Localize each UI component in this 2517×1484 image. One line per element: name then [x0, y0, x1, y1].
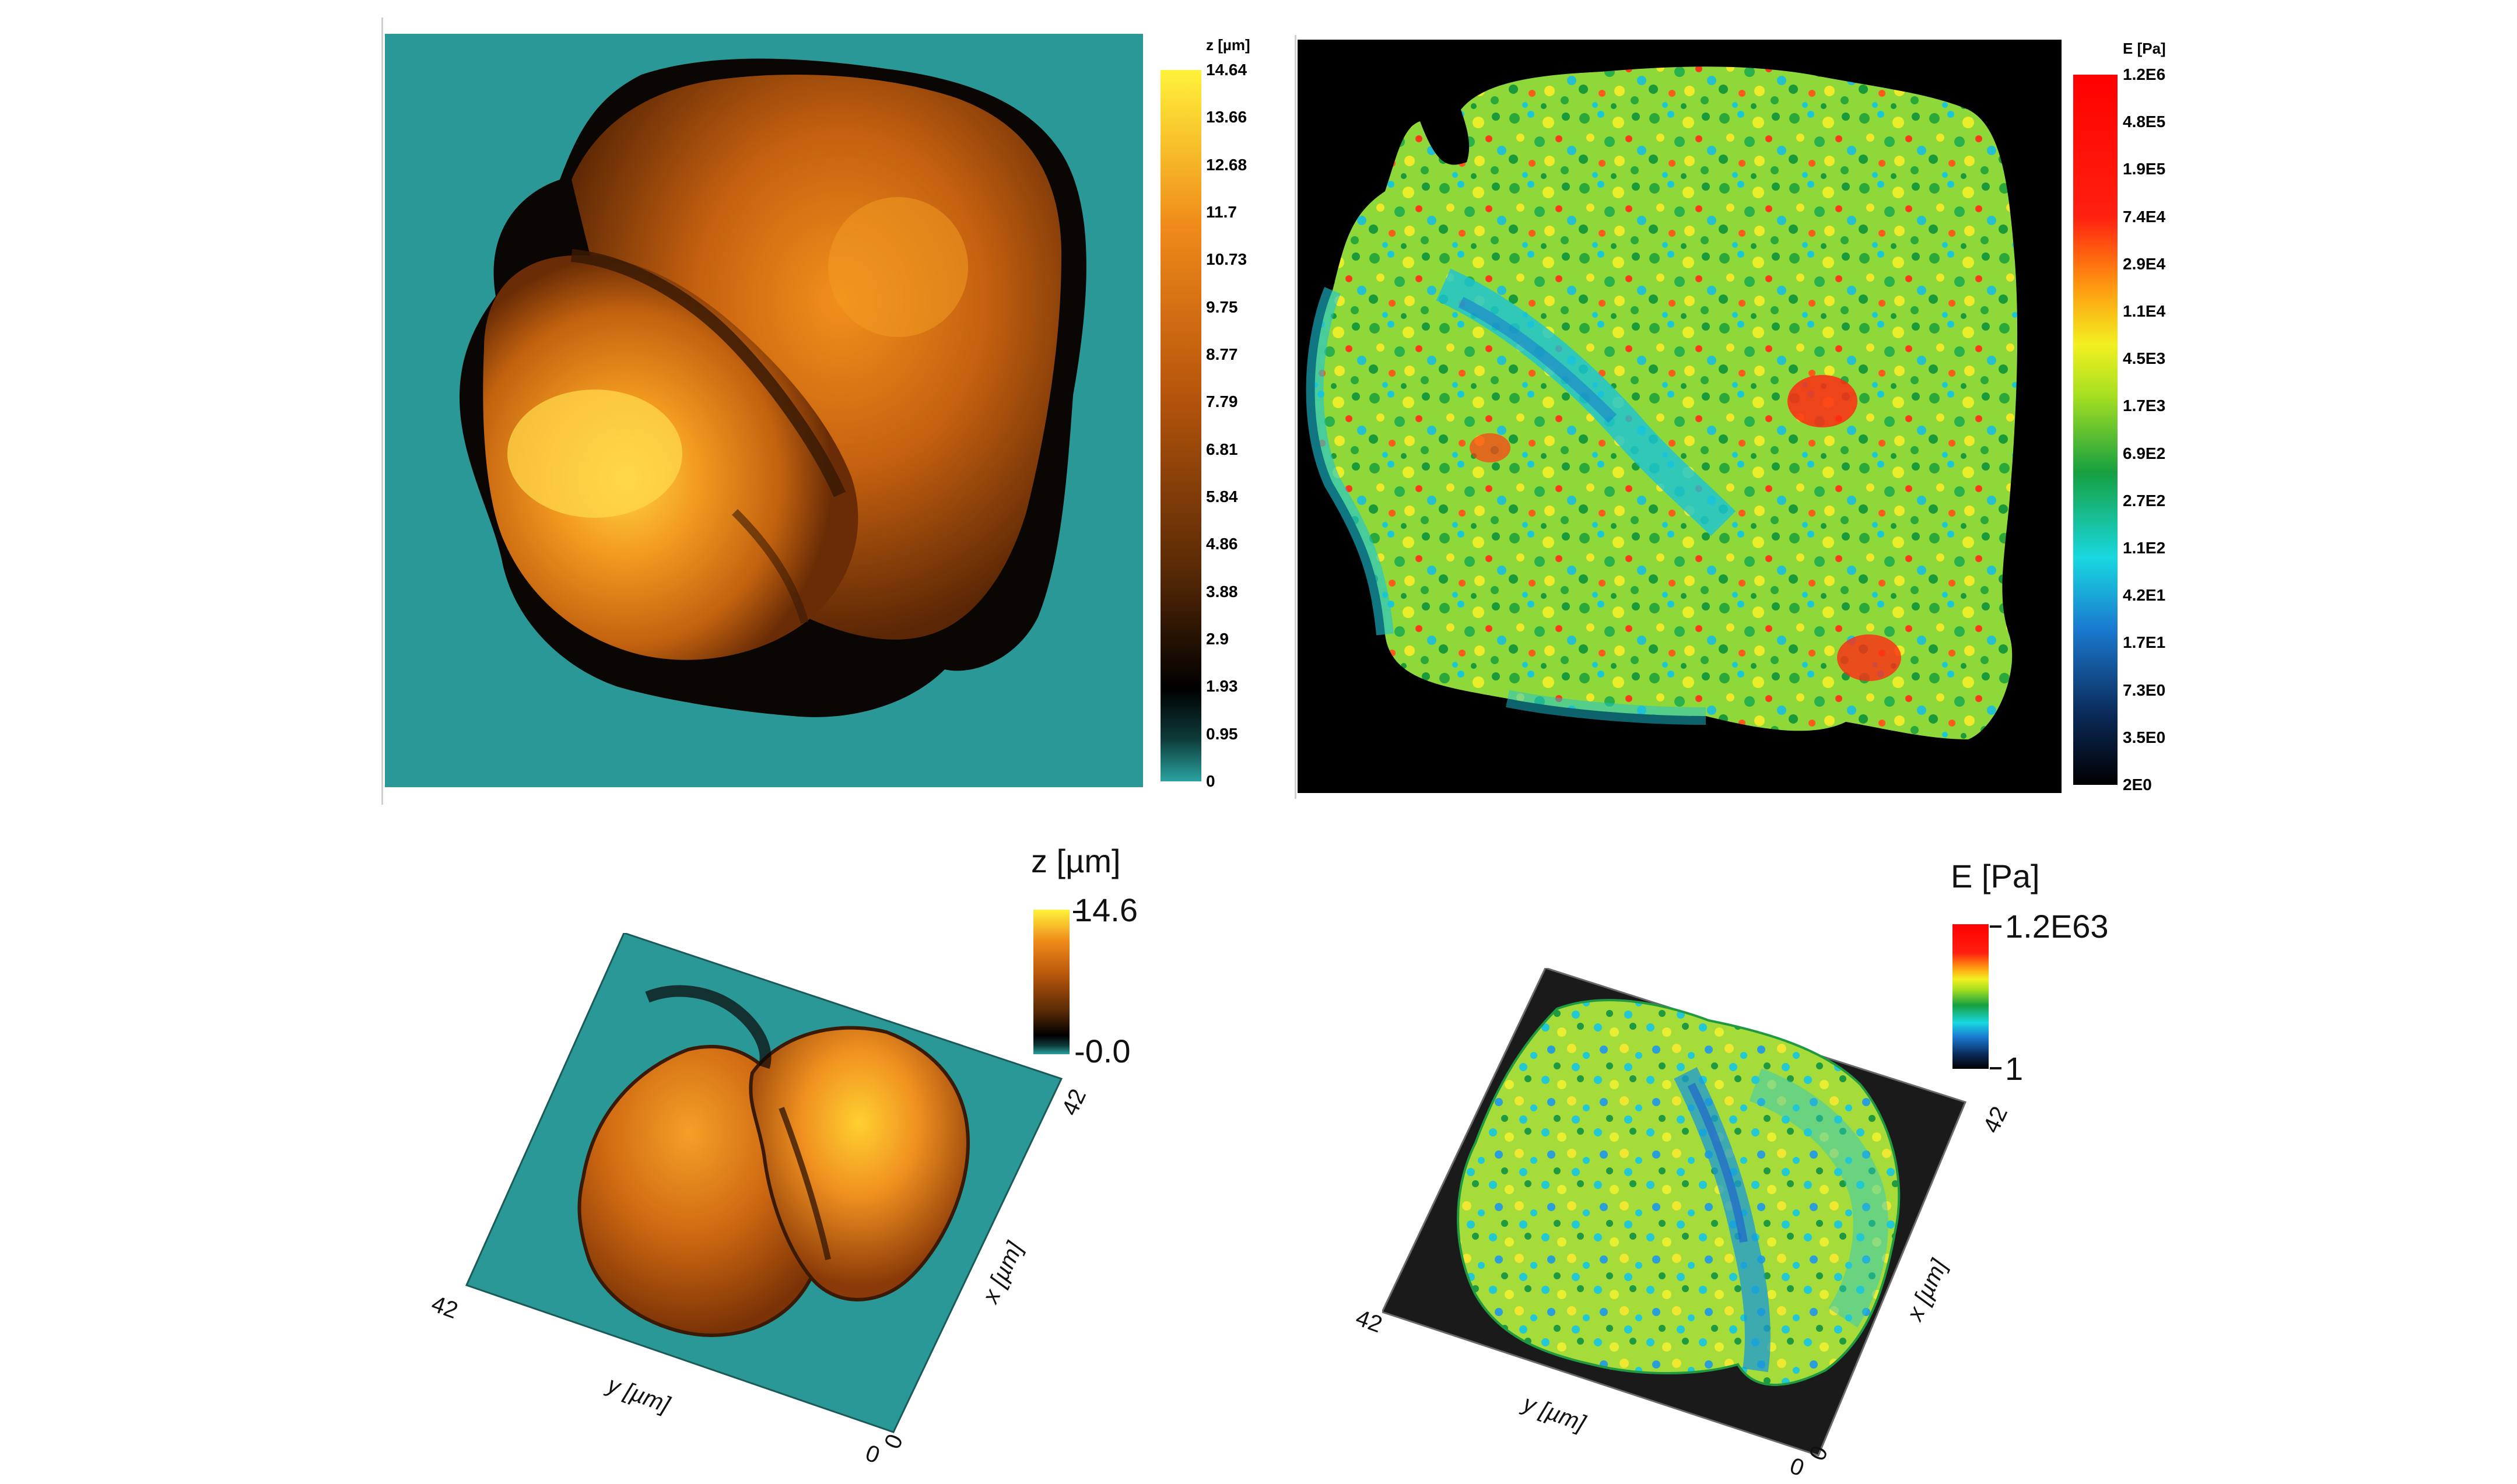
modulus-3d-colorbar-max-tick: [1990, 925, 2001, 928]
modulus-colorbar-tick-label: 7.4E4: [2123, 207, 2166, 226]
panel-divider-line: [381, 17, 383, 805]
height-colorbar-tick-label: 14.64: [1206, 61, 1247, 79]
height-colorbar-tick-label: 8.77: [1206, 345, 1238, 363]
height-colorbar-tick-label: 11.7: [1206, 203, 1237, 221]
modulus-3d-colorbar-max: 1.2E63: [2005, 908, 2109, 945]
modulus-colorbar-tick-label: 1.9E5: [2123, 160, 2166, 178]
height-3d-colorbar-gradient: [1033, 910, 1070, 1054]
height-map-image: [385, 34, 1143, 787]
modulus-colorbar-tick-label: 6.9E2: [2123, 444, 2166, 462]
modulus-colorbar-tick-label: 1.1E2: [2123, 539, 2166, 557]
height-3d-colorbar-title: z [µm]: [1031, 843, 1121, 879]
height-colorbar-tick-label: 10.73: [1206, 250, 1247, 269]
modulus-colorbar-tick-label: 1.2E6: [2123, 65, 2166, 83]
modulus-colorbar-tick-label: 2.9E4: [2123, 254, 2166, 273]
modulus-colorbar-tick-label: 4.2E1: [2123, 586, 2166, 605]
height-colorbar-tick-label: 0: [1206, 772, 1215, 790]
height-colorbar-tick-label: 1.93: [1206, 677, 1238, 696]
modulus-3d-colorbar-title: E [Pa]: [1951, 858, 2040, 894]
height-colorbar-tick-label: 5.84: [1206, 487, 1238, 506]
height-3d-colorbar-max-tick: [1073, 911, 1085, 913]
modulus-3d-colorbar-min-tick: [1990, 1067, 2001, 1069]
modulus-colorbar-tick-label: 3.5E0: [2123, 728, 2166, 746]
height-colorbar-gradient: [1161, 70, 1201, 781]
height-colorbar-tick-label: 4.86: [1206, 535, 1238, 553]
modulus-colorbar-tick-label: 2.7E2: [2123, 491, 2166, 510]
height-colorbar-tick-label: 6.81: [1206, 440, 1238, 458]
modulus-3d-colorbar-gradient: [1952, 924, 1989, 1069]
modulus-colorbar-tick-label: 7.3E0: [2123, 680, 2166, 699]
height-3d-colorbar-min: -0.0: [1074, 1033, 1131, 1069]
height-colorbar-tick-label: 12.68: [1206, 155, 1247, 174]
modulus-colorbar-tick-label: 1.1E4: [2123, 302, 2166, 320]
height-3d-colorbar: [1033, 910, 1070, 1054]
modulus-3d-panel: [1380, 967, 2012, 1481]
height-colorbar-tick-label: 3.88: [1206, 582, 1238, 601]
height-colorbar: [1161, 70, 1201, 781]
modulus-colorbar-tick-label: 4.8E5: [2123, 113, 2166, 131]
panel-divider-line-2: [1295, 35, 1296, 799]
modulus-map-image: [1298, 40, 2062, 793]
height-map-panel: [385, 34, 1143, 787]
height-colorbar-tick-label: 9.75: [1206, 297, 1238, 316]
height-colorbar-tick-label: 2.9: [1206, 630, 1229, 648]
modulus-3d-colorbar: [1952, 924, 1989, 1069]
modulus-colorbar-title: E [Pa]: [2123, 40, 2166, 57]
height-3d-image: [465, 932, 1063, 1433]
modulus-colorbar-tick-label: 1.7E1: [2123, 633, 2166, 652]
modulus-3d-y-max: 42: [1352, 1304, 1386, 1338]
height-colorbar-tick-label: 13.66: [1206, 108, 1247, 127]
modulus-3d-image: [1380, 967, 1967, 1457]
modulus-colorbar-tick-label: 2E0: [2123, 776, 2152, 794]
modulus-colorbar-tick-label: 4.5E3: [2123, 349, 2166, 368]
height-3d-panel: [408, 932, 1225, 1481]
modulus-colorbar-gradient: [2073, 75, 2118, 785]
height-colorbar-tick-label: 7.79: [1206, 392, 1238, 411]
modulus-map-panel: [1298, 40, 2062, 793]
modulus-colorbar-tick-label: 1.7E3: [2123, 397, 2166, 415]
height-colorbar-tick-label: 0.95: [1206, 724, 1238, 743]
modulus-3d-colorbar-min: 1: [2005, 1050, 2024, 1087]
height-3d-colorbar-max: 14.6: [1074, 892, 1138, 928]
height-colorbar-title: z [µm]: [1206, 36, 1250, 54]
modulus-colorbar: [2073, 75, 2118, 785]
